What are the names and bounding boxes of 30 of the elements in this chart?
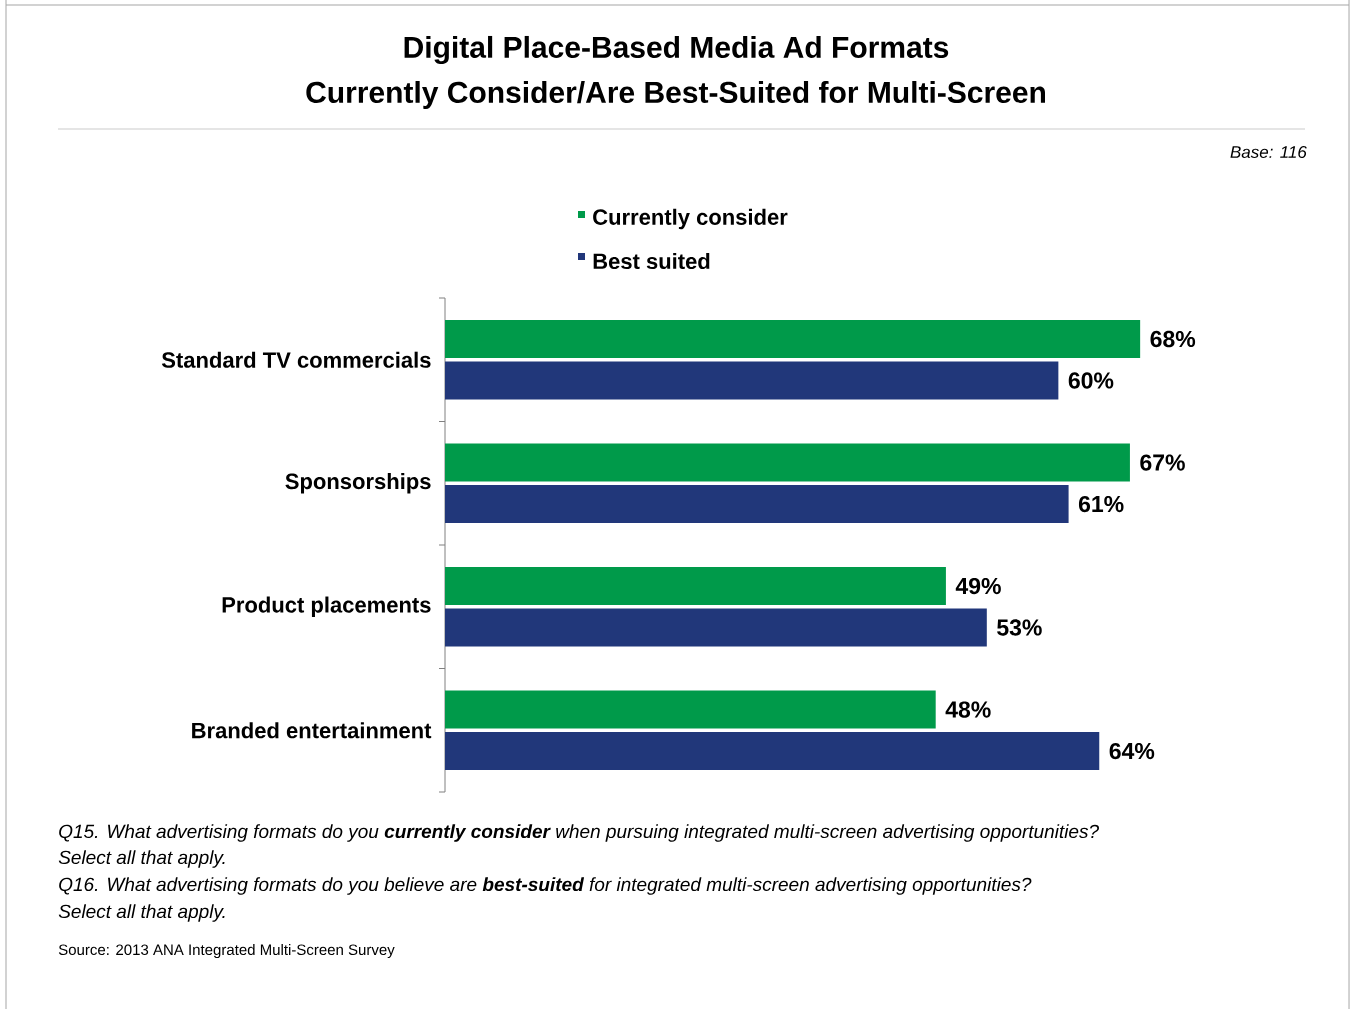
legend-label: Best suited [593, 252, 710, 270]
source-note: Source: 2013 ANA Integrated Multi-Screen Survey [58, 944, 395, 958]
chart-subtitle: Currently Consider/Are Best-Suited for Multi-Screen [306, 81, 1046, 109]
data-label: 67% [1140, 454, 1185, 471]
bar [445, 608, 987, 647]
text: Select all that apply. [58, 904, 225, 922]
bar [445, 732, 1100, 771]
data-label: 64% [1109, 742, 1155, 760]
data-label: 48% [945, 701, 991, 718]
bar [445, 690, 936, 729]
y-tick-label: Branded entertainment [192, 722, 432, 739]
bar [445, 485, 1069, 524]
text: Q16. What advertising formats do you believe are best-suited for integrated multi-screen advertising opportunities? [59, 877, 1032, 895]
text: Select all that apply. [58, 850, 225, 868]
data-label: 53% [997, 619, 1042, 636]
text: Base: 116 [1230, 145, 1307, 159]
bar [445, 567, 946, 606]
text: Q15. What advertising formats do you currently consider when pursuing integrated multi-screen advertising opportunities? [59, 824, 1099, 842]
bar [445, 443, 1130, 482]
y-tick-label: Sponsorships [285, 473, 431, 494]
bar [445, 361, 1059, 400]
y-tick-label: Product placements [222, 596, 431, 618]
data-label: 49% [955, 577, 1001, 595]
legend-label: Currently consider [593, 208, 788, 230]
chart-title: Digital Place-Based Media Ad Formats [404, 35, 949, 65]
data-label: 61% [1078, 495, 1124, 513]
bar [445, 320, 1141, 359]
y-tick-label: Standard TV commercials [161, 351, 431, 368]
data-label: 60% [1068, 372, 1114, 389]
data-label: 68% [1150, 330, 1196, 348]
